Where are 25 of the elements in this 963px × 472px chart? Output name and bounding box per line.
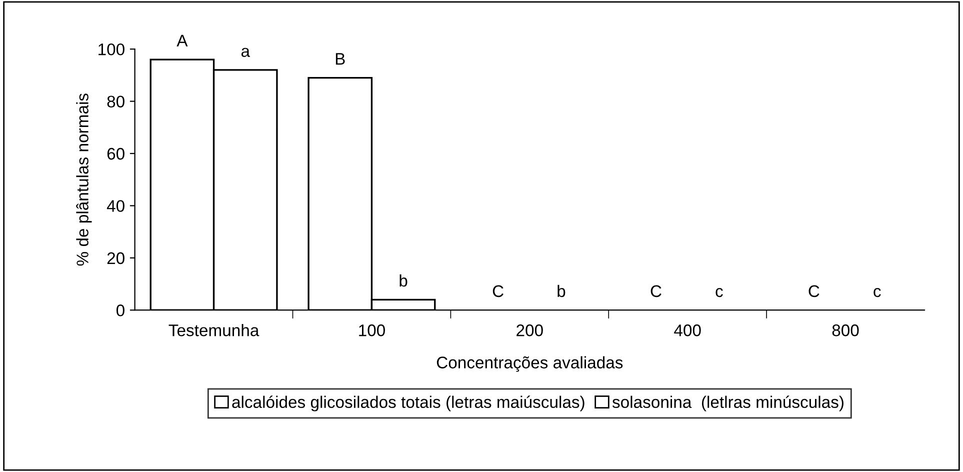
y-axis-title: % de plântulas normais [76, 94, 92, 266]
y-tick-label: 80 [107, 96, 124, 108]
x-tick-label: 200 [516, 324, 543, 336]
x-tick-label: 100 [359, 324, 385, 336]
x-tick-label: 800 [832, 324, 859, 336]
x-axis-title: Concentrações avaliadas [436, 356, 623, 372]
x-tick-label: Testemunha [168, 324, 260, 336]
y-tick-label: 60 [107, 148, 124, 160]
annotation: C [492, 285, 504, 298]
annotation: a [241, 48, 250, 57]
y-tick-label: 0 [116, 304, 124, 316]
legend-label: alcalóides glicosilados totais (letras maiúsculas) [232, 396, 584, 412]
y-tick-label: 100 [98, 43, 124, 56]
annotation: C [650, 285, 662, 298]
x-tick-label: 400 [674, 324, 701, 336]
annotation: b [558, 284, 566, 298]
annotation: A [176, 34, 188, 46]
y-tick-label: 40 [106, 200, 124, 212]
annotation: c [716, 288, 723, 298]
annotation: C [808, 285, 820, 298]
annotation: B [336, 53, 345, 65]
y-tick-label: 20 [107, 252, 124, 264]
annotation: b [400, 274, 408, 287]
legend-label: solasonina (letlras minúsculas) [612, 396, 844, 412]
annotation: c [874, 288, 881, 298]
